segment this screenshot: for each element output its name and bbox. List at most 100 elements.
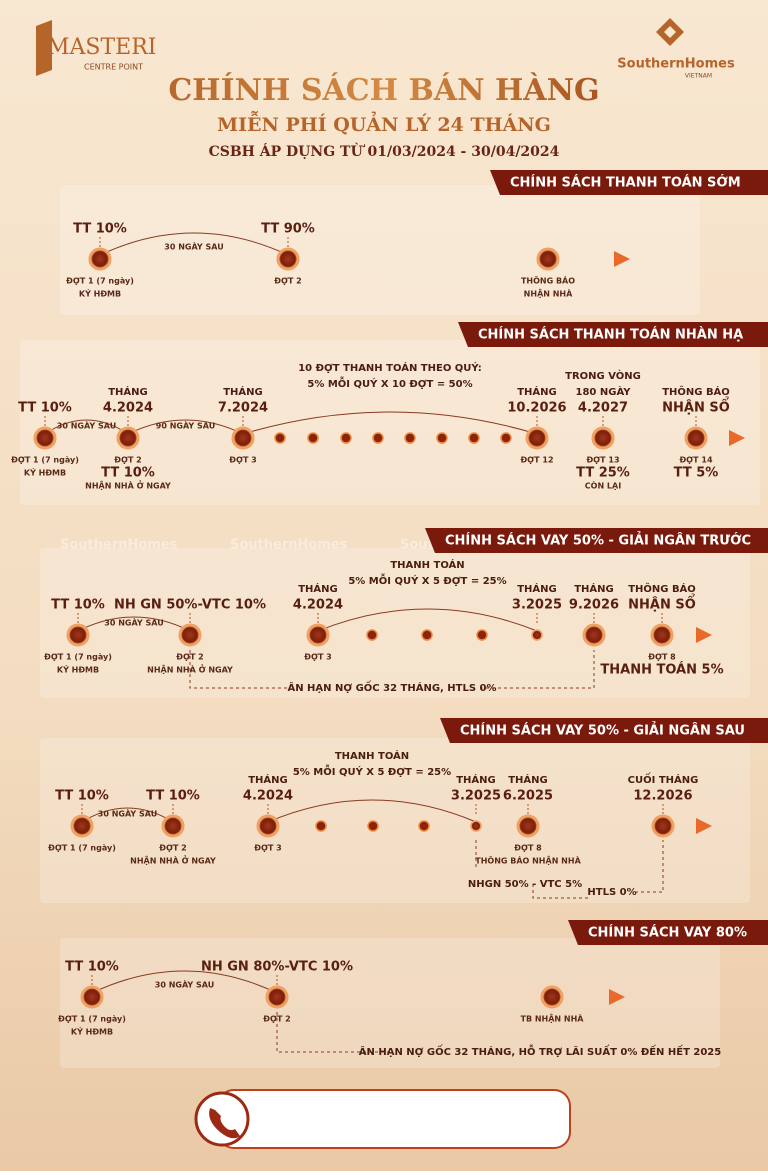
policy-section: CHÍNH SÁCH VAY 80% 30 NGÀY SAU TT 10% ĐỢT 1… — [58, 920, 768, 1068]
policy-section: CHÍNH SÁCH VAY 50% - GIẢI NGÂN SAU 30 NGÀ… — [40, 718, 768, 903]
span-label: 5% MỖI QUÝ X 10 ĐỢT = 50% — [307, 375, 472, 390]
top-label: 180 NGÀY — [576, 385, 632, 398]
date: CSBH ÁP DỤNG TỪ 01/03/2024 - 30/04/2024 — [209, 142, 560, 160]
bottom-label: TT 25% — [576, 466, 630, 481]
small-dot — [476, 629, 488, 641]
span-label: 30 NGÀY SAU — [98, 808, 157, 819]
milestone-dot — [116, 426, 140, 450]
bottom-label: ĐỢT 14 — [679, 456, 713, 465]
milestone-dot — [178, 623, 202, 647]
top-label: THÁNG — [517, 385, 557, 398]
span-label: THANH TOÁN — [390, 558, 464, 571]
section-title: CHÍNH SÁCH VAY 50% - GIẢI NGÂN SAU — [460, 722, 745, 739]
small-dot — [404, 432, 416, 444]
section-panel — [40, 548, 750, 698]
top-label: TT 10% — [65, 960, 119, 975]
top-label: 6.2025 — [503, 789, 553, 804]
top-label: 10.2026 — [507, 401, 566, 416]
milestone-dot — [306, 623, 330, 647]
span-label: THANH TOÁN — [335, 749, 409, 762]
top-label: TT 90% — [261, 222, 315, 237]
top-label: 3.2025 — [512, 598, 562, 613]
section-title: CHÍNH SÁCH THANH TOÁN NHÀN HẠ — [478, 327, 743, 343]
brand-left-sub: CENTRE POINT — [84, 63, 143, 72]
milestone-dot — [582, 623, 606, 647]
span-label: 90 NGÀY SAU — [156, 420, 215, 431]
title-ribbon — [568, 920, 768, 945]
span-label: 30 NGÀY SAU — [164, 241, 223, 252]
bottom-label: ĐỢT 1 (7 ngày) — [11, 456, 79, 465]
top-label: 4.2027 — [578, 401, 628, 416]
logo-right: SouthernHomes VIETNAM — [617, 18, 735, 80]
bottom-label: ĐỢT 1 (7 ngày) — [48, 844, 116, 853]
note: ÂN HẠN NỢ GỐC 32 THÁNG, HTLS 0% — [287, 679, 496, 694]
small-dot — [372, 432, 384, 444]
bottom-label: NHẬN NHÀ — [524, 288, 573, 299]
bottom-label: ĐỢT 8 — [648, 653, 676, 662]
arc — [317, 608, 538, 632]
top-label: TT 10% — [55, 789, 109, 804]
top-label: THÁNG — [248, 773, 288, 786]
bottom-label: ĐỢT 8 — [514, 844, 542, 853]
milestone-dot — [276, 247, 300, 271]
note: HTLS 0% — [587, 887, 636, 898]
arc — [99, 232, 289, 256]
note: ÂN HẠN NỢ GỐC 32 THÁNG, HỖ TRỢ LÃI SUẤT … — [359, 1043, 722, 1058]
milestone-dot — [33, 426, 57, 450]
small-dot — [421, 629, 433, 641]
subtitle: MIỄN PHÍ QUẢN LÝ 24 THÁNG — [217, 110, 551, 136]
span-label: 30 NGÀY SAU — [104, 617, 163, 628]
contact-box — [194, 1089, 571, 1149]
bottom-label: ĐỢT 1 (7 ngày) — [58, 1015, 126, 1024]
top-label: THÁNG — [223, 385, 263, 398]
arrow-head — [609, 989, 625, 1005]
span-label: 5% MỖI QUÝ X 5 ĐỢT = 25% — [348, 572, 506, 587]
milestone-dot — [66, 623, 90, 647]
logo-left: MASTERI CENTRE POINT — [36, 20, 156, 76]
milestone-dot — [161, 814, 185, 838]
milestone-dot — [540, 985, 564, 1009]
policy-section: CHÍNH SÁCH THANH TOÁN SỚM 30 NGÀY SAU TT 1… — [60, 170, 768, 315]
section-panel — [40, 738, 750, 903]
top-label: THÁNG — [574, 582, 614, 595]
milestone-dot — [470, 820, 482, 832]
arc — [267, 799, 477, 823]
top-label: NH GN 80%-VTC 10% — [201, 960, 353, 975]
milestone-dot — [256, 814, 280, 838]
title-ribbon — [458, 322, 768, 347]
bottom-label: ĐỢT 3 — [229, 456, 257, 465]
milestone-dot — [516, 814, 540, 838]
section-panel — [20, 340, 760, 505]
small-dot — [274, 432, 286, 444]
bottom-label: KÝ HĐMB — [24, 467, 66, 478]
milestone-dot — [536, 247, 560, 271]
bottom-label: TT 10% — [101, 466, 155, 481]
bottom-label: ĐỢT 3 — [254, 844, 282, 853]
brand-right: SouthernHomes — [617, 57, 735, 72]
milestone-dot — [80, 985, 104, 1009]
milestone-dot — [650, 623, 674, 647]
arc — [44, 419, 129, 435]
small-dot — [307, 432, 319, 444]
dashed-line — [480, 650, 595, 689]
brand-left: MASTERI — [47, 35, 156, 60]
bottom-label: ĐỢT 2 — [159, 844, 187, 853]
watermark: SouthernHomes — [60, 538, 178, 553]
bottom-label: NHẬN NHÀ Ở NGAY — [85, 479, 171, 491]
bottom-label: NHẬN NHÀ Ở NGAY — [130, 854, 216, 866]
section-panel — [60, 185, 700, 315]
milestone-dot — [651, 814, 675, 838]
top-label: THÁNG — [517, 582, 557, 595]
bottom-label: NHẬN NHÀ Ở NGAY — [147, 663, 233, 675]
title-ribbon — [440, 718, 768, 743]
top-label: THÁNG — [108, 385, 148, 398]
small-dot — [418, 820, 430, 832]
top-label: 4.2024 — [243, 789, 293, 804]
policy-section: CHÍNH SÁCH VAY 50% - GIẢI NGÂN TRƯỚC 30 N… — [40, 528, 768, 698]
top-label: THÔNG BÁO — [662, 385, 730, 398]
bottom-label: ĐỢT 2 — [263, 1015, 291, 1024]
bottom-label: THANH TOÁN 5% — [600, 662, 723, 678]
arrow-head — [696, 627, 712, 643]
small-dot — [436, 432, 448, 444]
